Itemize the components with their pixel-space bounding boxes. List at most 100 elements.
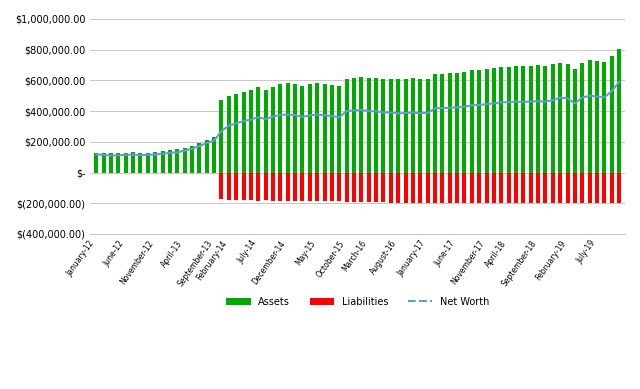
Bar — [455, 73, 459, 172]
Bar — [522, 172, 525, 203]
Bar — [536, 172, 540, 203]
Bar — [455, 172, 459, 203]
Bar — [197, 172, 202, 173]
Bar — [588, 60, 591, 172]
Bar — [492, 68, 496, 172]
Bar — [470, 172, 474, 203]
Bar — [197, 143, 202, 172]
Bar — [124, 152, 128, 172]
Bar — [337, 172, 341, 202]
Bar — [94, 152, 99, 172]
Bar — [566, 172, 570, 203]
Bar — [448, 74, 452, 172]
Bar — [300, 172, 305, 201]
Bar — [278, 84, 282, 172]
Bar — [227, 172, 231, 200]
Bar — [602, 62, 607, 172]
Bar — [102, 153, 106, 172]
Bar — [352, 172, 356, 202]
Bar — [543, 66, 547, 172]
Bar — [94, 172, 99, 173]
Bar — [330, 172, 334, 201]
Bar — [440, 172, 444, 203]
Bar — [352, 78, 356, 172]
Bar — [168, 150, 172, 172]
Bar — [507, 67, 511, 172]
Bar — [558, 172, 562, 203]
Bar — [323, 172, 326, 201]
Bar — [344, 172, 349, 202]
Bar — [153, 172, 157, 173]
Bar — [315, 84, 319, 172]
Bar — [285, 172, 290, 201]
Bar — [602, 172, 607, 203]
Bar — [367, 172, 371, 202]
Bar — [388, 79, 393, 172]
Bar — [388, 172, 393, 203]
Bar — [499, 67, 503, 172]
Bar — [529, 66, 532, 172]
Bar — [514, 66, 518, 172]
Bar — [484, 69, 488, 172]
Bar — [566, 63, 570, 172]
Bar — [116, 172, 120, 173]
Bar — [470, 70, 474, 172]
Bar — [293, 172, 297, 201]
Bar — [161, 151, 164, 172]
Bar — [264, 89, 268, 172]
Bar — [484, 172, 488, 203]
Bar — [514, 172, 518, 203]
Bar — [249, 172, 253, 200]
Bar — [617, 49, 621, 172]
Bar — [337, 86, 341, 172]
Bar — [220, 172, 223, 200]
Bar — [190, 172, 194, 173]
Bar — [440, 74, 444, 172]
Bar — [344, 79, 349, 172]
Bar — [411, 79, 415, 172]
Bar — [182, 148, 187, 172]
Bar — [359, 77, 364, 172]
Bar — [595, 61, 599, 172]
Bar — [308, 84, 312, 172]
Bar — [212, 172, 216, 173]
Bar — [404, 79, 408, 172]
Bar — [463, 172, 467, 203]
Bar — [551, 172, 555, 203]
Bar — [124, 172, 128, 173]
Bar — [168, 172, 172, 173]
Bar — [264, 172, 268, 200]
Bar — [153, 152, 157, 172]
Bar — [256, 172, 260, 201]
Bar — [138, 153, 143, 172]
Bar — [426, 79, 429, 172]
Bar — [205, 140, 209, 172]
Bar — [433, 74, 437, 172]
Bar — [293, 84, 297, 172]
Bar — [448, 172, 452, 203]
Bar — [146, 172, 150, 173]
Bar — [323, 84, 326, 172]
Bar — [522, 66, 525, 172]
Bar — [212, 137, 216, 172]
Bar — [374, 172, 378, 202]
Bar — [359, 172, 364, 202]
Bar — [249, 89, 253, 172]
Bar — [573, 172, 577, 203]
Bar — [234, 94, 238, 172]
Bar — [477, 70, 481, 172]
Bar — [271, 172, 275, 201]
Bar — [477, 172, 481, 203]
Bar — [419, 172, 422, 203]
Bar — [374, 78, 378, 172]
Legend: Assets, Liabilities, Net Worth: Assets, Liabilities, Net Worth — [222, 293, 493, 311]
Bar — [419, 79, 422, 172]
Bar — [499, 172, 503, 203]
Bar — [558, 63, 562, 172]
Bar — [256, 87, 260, 172]
Bar — [610, 56, 614, 172]
Bar — [426, 172, 429, 203]
Bar — [308, 172, 312, 201]
Bar — [404, 172, 408, 203]
Bar — [109, 153, 113, 172]
